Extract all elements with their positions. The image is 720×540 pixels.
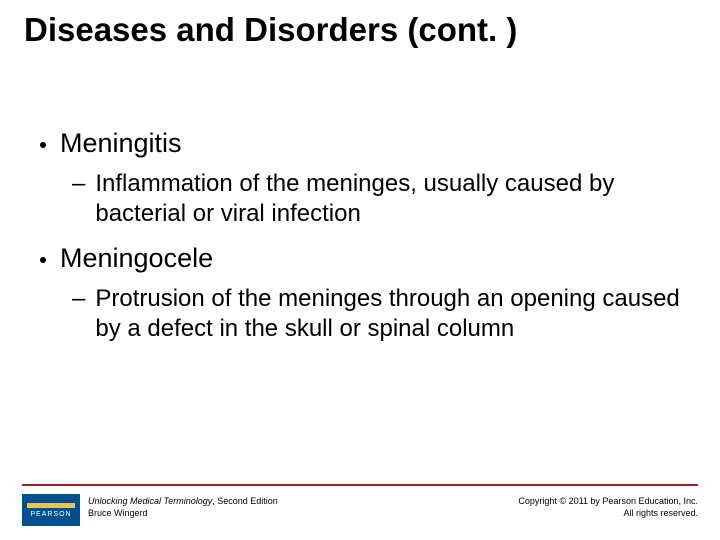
logo-band-icon (27, 503, 75, 508)
bullet-item: Meningocele (40, 243, 680, 274)
bullet-text: Meningocele (60, 243, 213, 274)
slide: Diseases and Disorders (cont. ) Meningit… (0, 0, 720, 540)
bullet-text: Meningitis (60, 128, 182, 159)
body-content: Meningitis – Inflammation of the meninge… (40, 122, 680, 358)
copyright-line-2: All rights reserved. (623, 508, 698, 518)
footer: PEARSON Unlocking Medical Terminology, S… (0, 484, 720, 540)
copyright-line-1: Copyright © 2011 by Pearson Education, I… (518, 496, 698, 506)
sub-bullet-text: Protrusion of the meninges through an op… (95, 284, 680, 344)
title-bar: Diseases and Disorders (cont. ) (0, 0, 720, 88)
bullet-item: Meningitis (40, 128, 680, 159)
book-title: Unlocking Medical Terminology (88, 496, 212, 506)
sub-bullet-text: Inflammation of the meninges, usually ca… (95, 169, 680, 229)
book-author: Bruce Wingerd (88, 508, 148, 518)
pearson-logo: PEARSON (22, 494, 80, 526)
bullet-dash-icon: – (72, 284, 85, 314)
bullet-dot-icon (40, 257, 46, 263)
footer-left: Unlocking Medical Terminology, Second Ed… (88, 496, 278, 519)
bullet-dash-icon: – (72, 169, 85, 199)
footer-divider (22, 484, 698, 486)
bullet-dot-icon (40, 142, 46, 148)
footer-right: Copyright © 2011 by Pearson Education, I… (518, 496, 698, 519)
logo-text: PEARSON (30, 511, 71, 518)
slide-title: Diseases and Disorders (cont. ) (24, 12, 696, 48)
sub-bullet-item: – Inflammation of the meninges, usually … (72, 169, 680, 229)
sub-bullet-item: – Protrusion of the meninges through an … (72, 284, 680, 344)
book-edition: , Second Edition (212, 496, 278, 506)
